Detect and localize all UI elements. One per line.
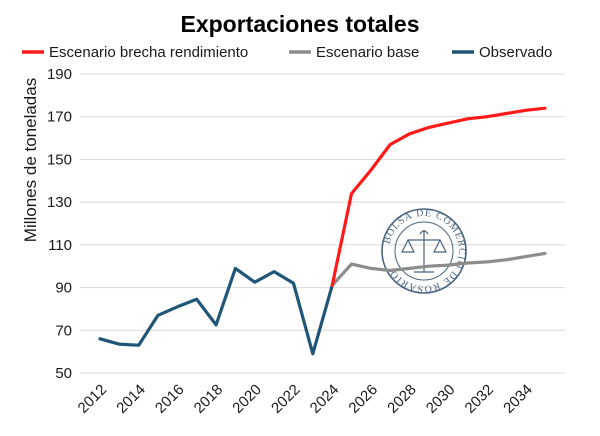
x-axis-ticks: 2012 2014 2016 2018 2020 2022 2024 2026 2028 2030… bbox=[75, 381, 536, 417]
y-tick-label: 110 bbox=[48, 237, 72, 254]
legend-label: Escenario brecha rendimiento bbox=[49, 44, 248, 61]
series-lines bbox=[98, 106, 547, 356]
x-tick-label: 2028 bbox=[384, 381, 420, 417]
y-axis-ticks: 50 70 90 110 130 150 170 190 bbox=[47, 66, 72, 382]
x-tick-label: 2022 bbox=[268, 381, 304, 417]
x-tick-label: 2030 bbox=[423, 381, 459, 417]
y-tick-label: 50 bbox=[55, 365, 72, 382]
scales-icon bbox=[401, 230, 447, 273]
y-tick-label: 170 bbox=[47, 109, 72, 126]
chart-title: Exportaciones totales bbox=[180, 11, 419, 37]
x-tick-label: 2012 bbox=[75, 381, 111, 417]
y-tick-label: 150 bbox=[47, 151, 72, 168]
grid bbox=[80, 73, 565, 331]
x-tick-label: 2020 bbox=[229, 381, 265, 417]
x-tick-label: 2024 bbox=[307, 381, 343, 417]
x-tick-label: 2026 bbox=[345, 381, 381, 417]
x-tick-label: 2016 bbox=[152, 381, 188, 417]
y-tick-label: 190 bbox=[47, 66, 72, 83]
series-line-2 bbox=[98, 266, 334, 356]
x-tick-label: 2034 bbox=[500, 381, 536, 417]
legend: Escenario brecha rendimiento Escenario ba… bbox=[22, 44, 552, 61]
x-tick-label: 2032 bbox=[462, 381, 498, 417]
x-tick-label: 2018 bbox=[191, 381, 227, 417]
legend-label: Observado bbox=[479, 44, 552, 61]
y-tick-label: 130 bbox=[47, 194, 72, 211]
series-line-0 bbox=[330, 106, 547, 287]
y-tick-label: 90 bbox=[55, 280, 72, 297]
y-axis-label: Millones de toneladas bbox=[21, 78, 40, 242]
bolsa-de-comercio-seal-watermark: BOLSA DE COMERCIO DE ROSARIO bbox=[381, 208, 467, 294]
x-tick-label: 2014 bbox=[113, 381, 149, 417]
y-tick-label: 70 bbox=[55, 322, 72, 339]
legend-label: Escenario base bbox=[316, 44, 419, 61]
series-line-1 bbox=[330, 251, 547, 287]
